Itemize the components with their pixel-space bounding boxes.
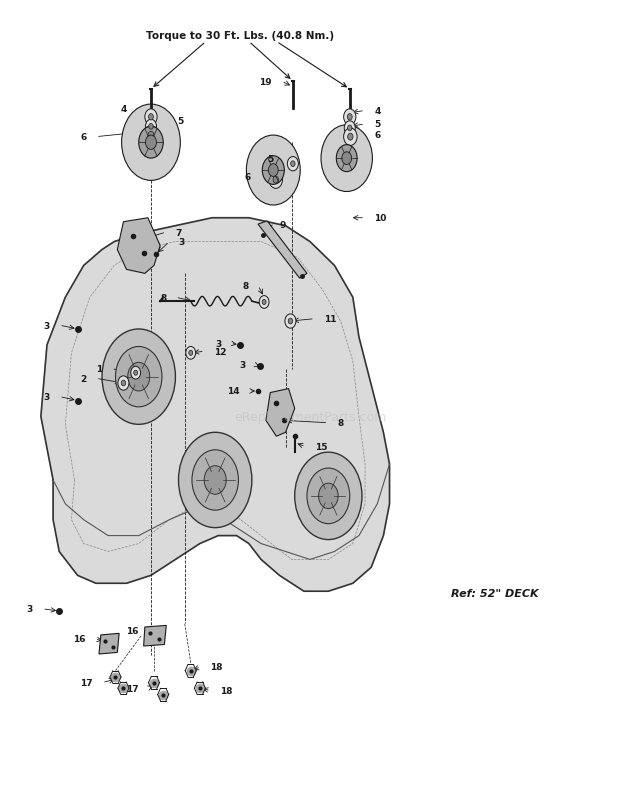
Circle shape (262, 300, 266, 305)
Polygon shape (258, 221, 307, 279)
Circle shape (319, 484, 338, 509)
Text: 6: 6 (244, 172, 250, 182)
Circle shape (192, 450, 239, 511)
Text: 5: 5 (374, 120, 381, 129)
Circle shape (128, 363, 150, 391)
Text: 11: 11 (324, 314, 337, 324)
Text: 8: 8 (337, 419, 343, 427)
Circle shape (291, 162, 295, 168)
Text: 10: 10 (374, 214, 387, 223)
Circle shape (307, 468, 350, 524)
Circle shape (145, 110, 157, 126)
Circle shape (348, 126, 352, 132)
Text: 16: 16 (73, 634, 86, 643)
Circle shape (336, 145, 357, 172)
Text: 5: 5 (177, 117, 184, 126)
Text: 3: 3 (44, 321, 50, 330)
Text: 1: 1 (95, 365, 102, 374)
Text: 3: 3 (215, 339, 221, 348)
Circle shape (342, 152, 352, 165)
Circle shape (134, 371, 138, 376)
Circle shape (269, 172, 283, 189)
Text: 18: 18 (210, 662, 223, 671)
Text: 17: 17 (126, 684, 139, 693)
Circle shape (204, 466, 226, 495)
Text: 14: 14 (227, 387, 240, 396)
Circle shape (259, 296, 269, 309)
Text: 12: 12 (214, 347, 226, 356)
Text: 8: 8 (160, 294, 166, 302)
Circle shape (343, 110, 356, 126)
Polygon shape (41, 218, 389, 592)
Polygon shape (99, 634, 119, 654)
Circle shape (122, 381, 126, 387)
Circle shape (146, 120, 156, 134)
Circle shape (146, 136, 156, 150)
Circle shape (149, 115, 153, 121)
Circle shape (262, 156, 285, 185)
Text: 2: 2 (81, 375, 87, 383)
Circle shape (343, 129, 357, 146)
Circle shape (246, 136, 300, 206)
Circle shape (139, 128, 163, 159)
Circle shape (118, 376, 129, 391)
Circle shape (348, 134, 353, 141)
Circle shape (102, 330, 175, 425)
Text: 3: 3 (44, 392, 50, 402)
Circle shape (188, 350, 193, 356)
Text: 3: 3 (27, 605, 33, 614)
Text: 4: 4 (374, 107, 381, 115)
Circle shape (144, 127, 158, 145)
Circle shape (347, 115, 352, 121)
Text: 9: 9 (280, 221, 286, 229)
Circle shape (131, 367, 141, 379)
Polygon shape (117, 218, 160, 274)
Text: 18: 18 (220, 687, 232, 695)
Text: 7: 7 (175, 229, 182, 237)
Circle shape (268, 164, 278, 177)
Circle shape (288, 318, 293, 325)
Text: 5: 5 (267, 156, 273, 164)
Text: 19: 19 (259, 78, 272, 87)
Circle shape (186, 347, 196, 360)
Circle shape (115, 347, 162, 407)
Text: 6: 6 (374, 131, 381, 140)
Text: 3: 3 (239, 361, 246, 370)
Text: Ref: 52" DECK: Ref: 52" DECK (451, 588, 538, 598)
Circle shape (344, 122, 355, 136)
Circle shape (148, 132, 154, 140)
Circle shape (285, 314, 296, 329)
Circle shape (122, 105, 180, 181)
Text: 6: 6 (81, 133, 87, 142)
Text: 8: 8 (242, 282, 249, 290)
Circle shape (287, 157, 298, 172)
Circle shape (294, 452, 362, 540)
Text: eReplacementParts.com: eReplacementParts.com (234, 411, 386, 423)
Circle shape (273, 177, 278, 184)
Circle shape (149, 124, 153, 130)
Text: 15: 15 (315, 443, 327, 452)
Circle shape (179, 433, 252, 528)
Text: 16: 16 (126, 626, 139, 636)
Polygon shape (144, 626, 166, 646)
Circle shape (321, 126, 373, 192)
Text: 17: 17 (80, 678, 93, 687)
Text: 3: 3 (179, 237, 185, 247)
Text: 4: 4 (120, 104, 126, 113)
Polygon shape (266, 389, 294, 437)
Text: Torque to 30 Ft. Lbs. (40.8 Nm.): Torque to 30 Ft. Lbs. (40.8 Nm.) (146, 31, 334, 41)
